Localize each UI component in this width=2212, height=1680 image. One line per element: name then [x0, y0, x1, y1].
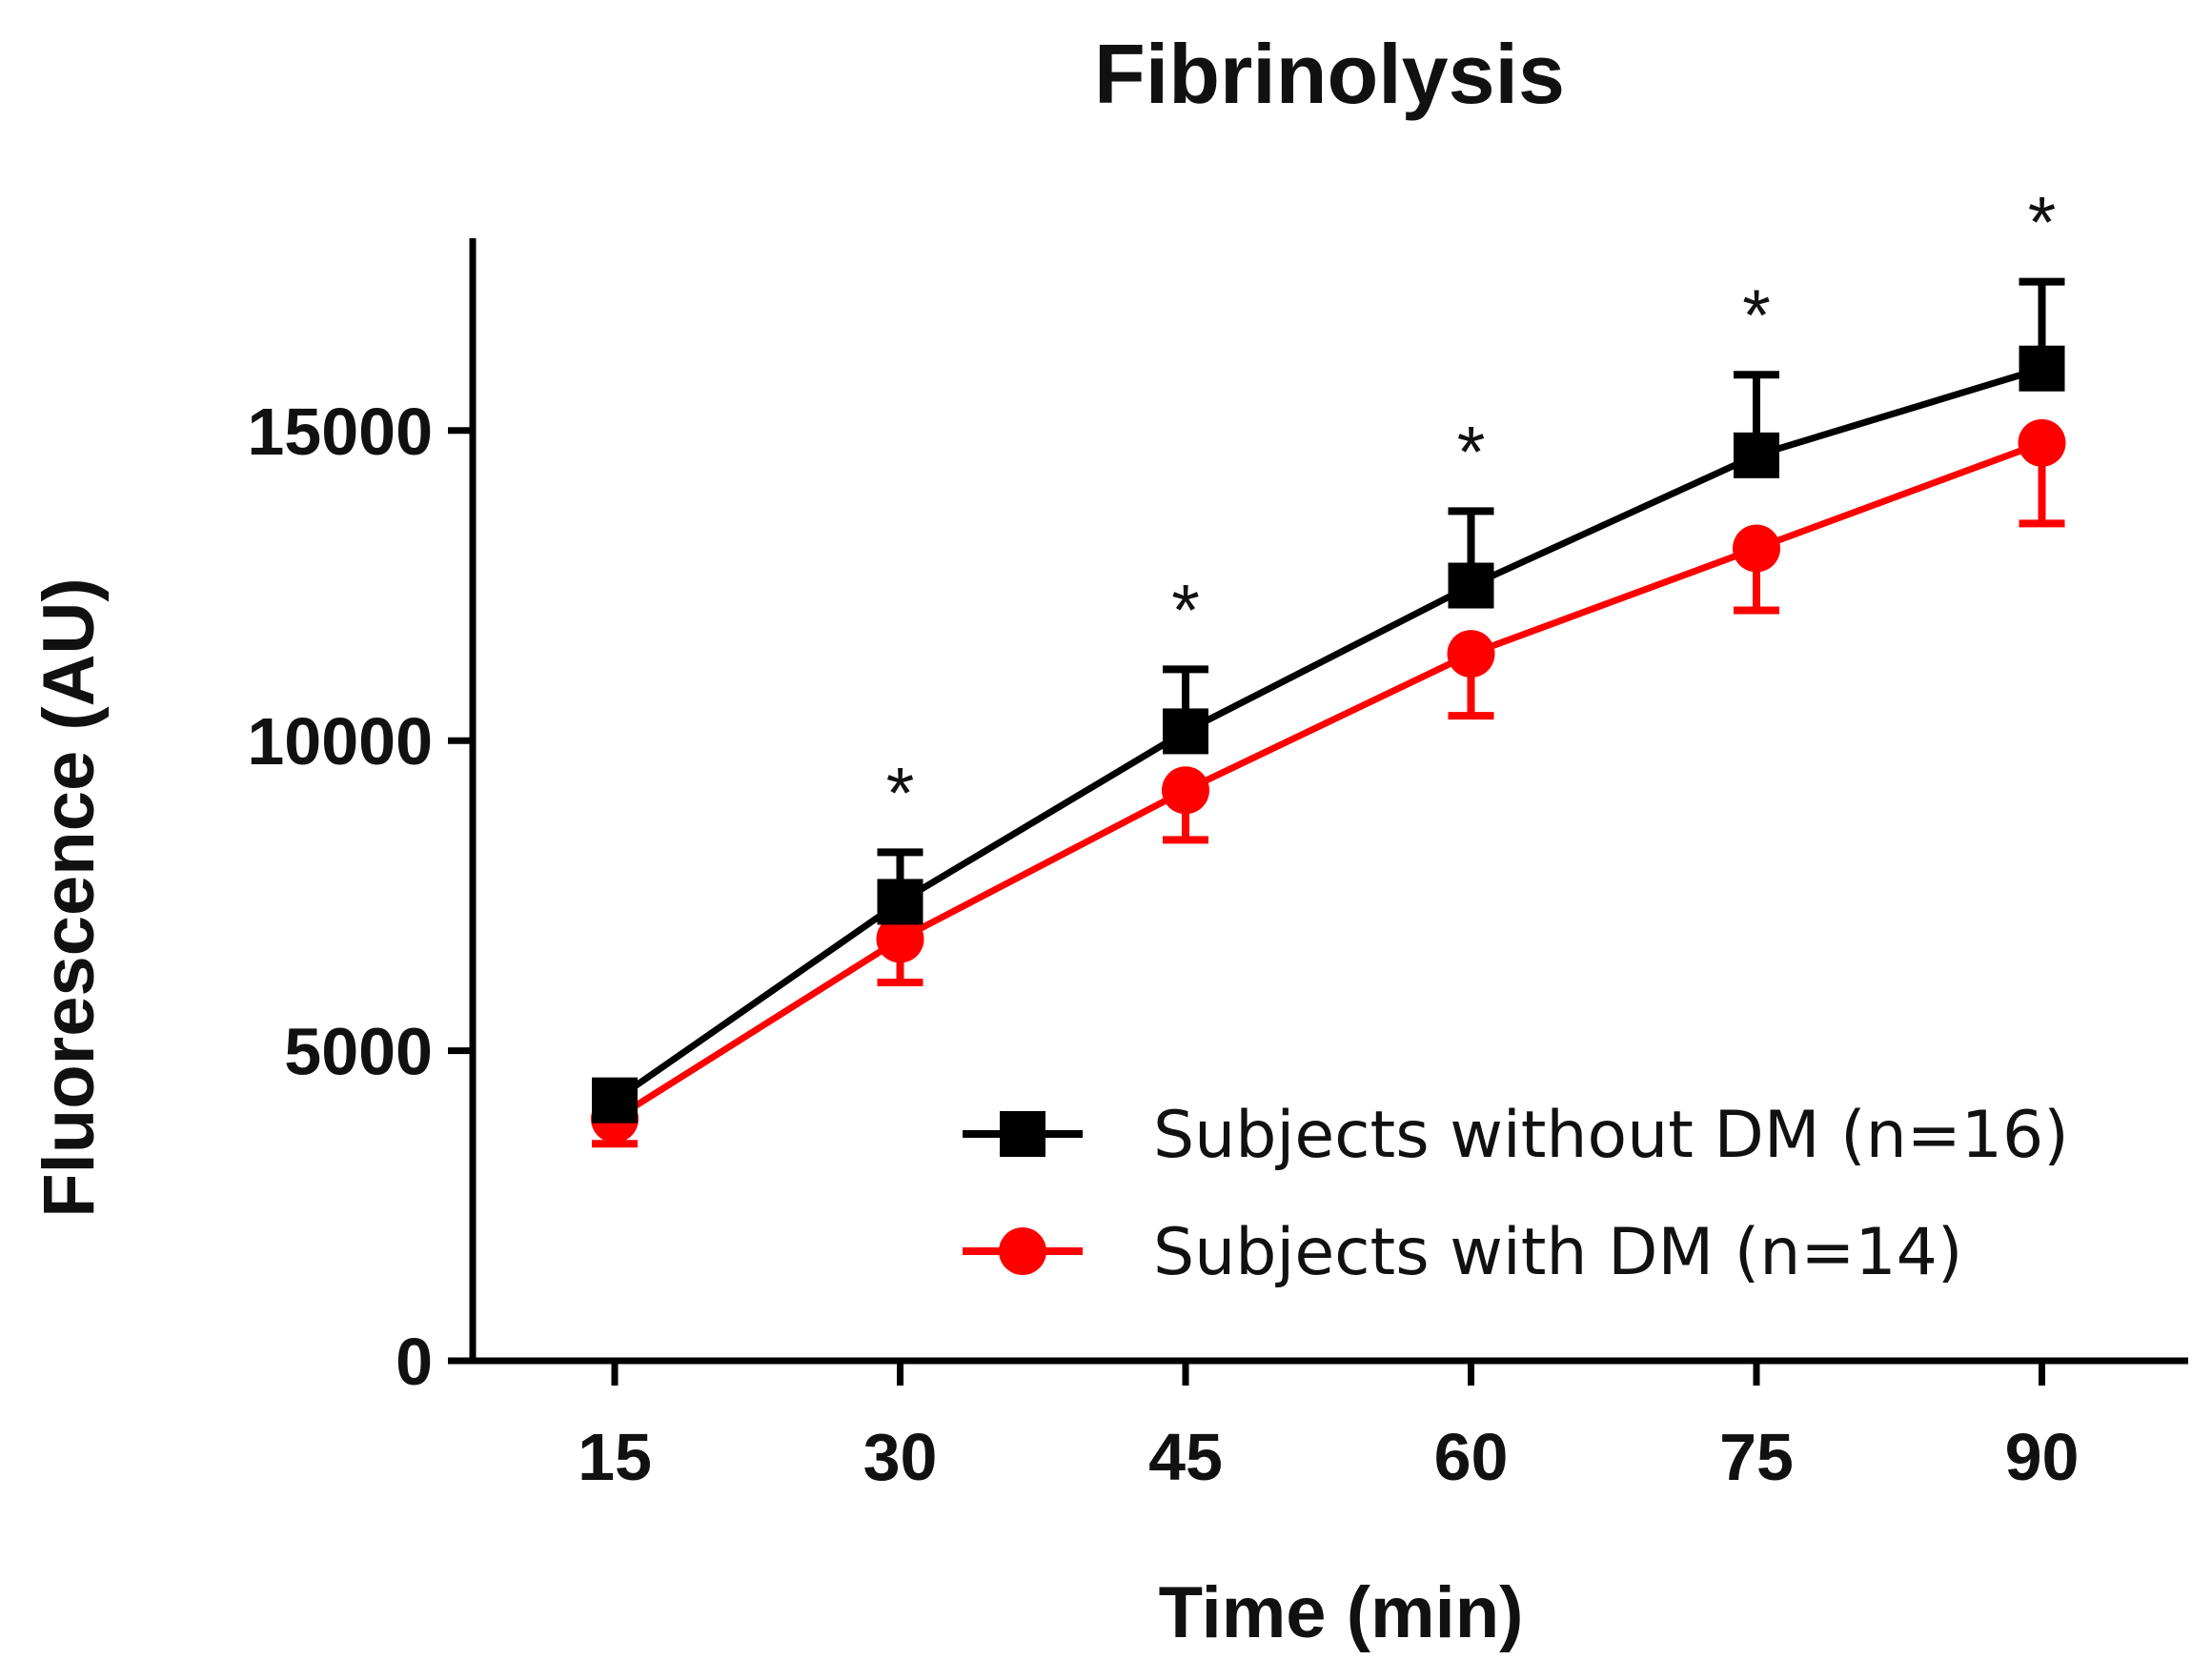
data-point-square [2019, 345, 2065, 392]
legend-label: Subjects with DM (n=14) [1153, 1215, 1962, 1290]
data-point-circle [1447, 630, 1495, 678]
x-tick-label: 90 [2005, 1420, 2080, 1494]
legend-item: Subjects without DM (n=16) [963, 1098, 2069, 1173]
series-layer [591, 277, 2066, 1148]
y-axis-label: Fluorescence (AU) [29, 577, 110, 1218]
legend-item: Subjects with DM (n=14) [963, 1215, 1962, 1290]
significance-markers: * * * * * [886, 183, 2057, 835]
significance-star: * [2028, 183, 2057, 264]
chart-title: Fibrinolysis [1094, 27, 1565, 121]
data-point-circle [2018, 418, 2066, 467]
significance-star: * [1457, 412, 1486, 493]
y-tick-label: 15000 [247, 395, 433, 469]
y-tick-label: 10000 [247, 704, 433, 779]
x-tick-label: 30 [863, 1420, 938, 1494]
data-point-square [877, 879, 923, 925]
x-axis-label: Time (min) [1159, 1572, 1524, 1653]
series-line [613, 439, 2043, 1123]
data-point-square [592, 1077, 638, 1123]
significance-star: * [886, 753, 915, 834]
y-tick-label: 5000 [284, 1015, 433, 1089]
series-without-dm [592, 277, 2065, 1123]
significance-star: * [1742, 275, 1771, 356]
x-tick-label: 75 [1719, 1420, 1794, 1494]
data-point-square [1734, 432, 1779, 478]
data-point-square [1163, 708, 1208, 755]
series-line [613, 365, 2043, 1103]
legend: Subjects without DM (n=16) Subjects with … [963, 1098, 2069, 1290]
data-point-circle [1162, 766, 1209, 815]
series-with-dm [591, 418, 2066, 1148]
significance-star: * [1171, 570, 1200, 651]
axes: 0 5000 10000 15000 15 30 45 60 75 90 [247, 238, 2188, 1494]
data-point-circle [1733, 524, 1780, 573]
x-tick-label: 45 [1148, 1420, 1223, 1494]
legend-marker-circle [999, 1227, 1046, 1275]
y-tick-label: 0 [396, 1325, 433, 1399]
legend-label: Subjects without DM (n=16) [1153, 1098, 2069, 1173]
x-tick-label: 15 [578, 1420, 652, 1494]
x-tick-label: 60 [1434, 1420, 1509, 1494]
data-point-circle [876, 915, 924, 963]
legend-marker-square [1000, 1111, 1045, 1157]
data-point-square [1448, 562, 1494, 609]
